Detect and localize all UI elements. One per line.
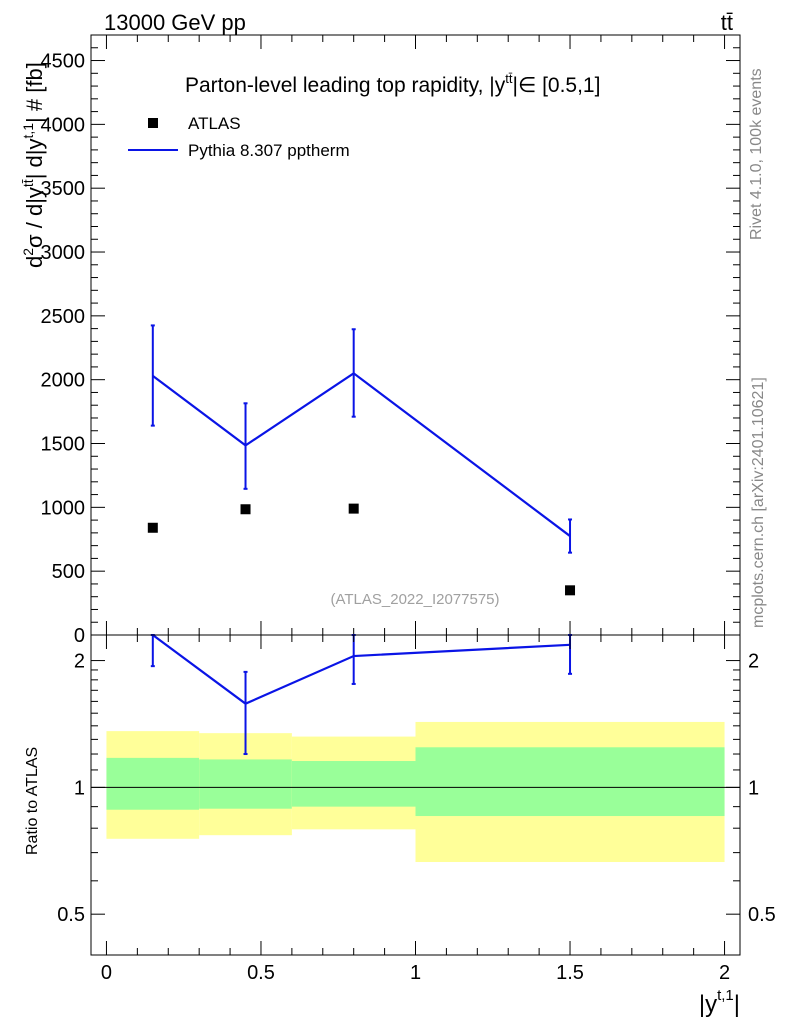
main-panel: 0 500 1000 1500 2000 2500 3000 3500 4000 4500 Par…: [20, 34, 741, 647]
ylabel-d: d: [22, 256, 47, 268]
legend-atlas-marker: [148, 118, 158, 128]
ratio-xtick-label: 0: [101, 962, 112, 984]
ylabel-mid1: σ / d|y: [22, 187, 47, 248]
legend-atlas-label: ATLAS: [188, 114, 241, 133]
xlabel-open: |y: [699, 991, 717, 1018]
ratio-ytick-label: 0.5: [57, 904, 85, 926]
ylabel-tail: | # [fb]: [22, 62, 47, 123]
ylabel-sup-t1: t,1: [20, 123, 36, 139]
ratio-ytick-label-right: 1: [748, 777, 759, 799]
process-label: tt̄: [721, 10, 733, 35]
main-ytick-label: 2000: [41, 370, 86, 392]
main-ytick-label: 3000: [41, 242, 86, 264]
ratio-ytick-label: 1: [74, 777, 85, 799]
ratio-ytick-label-right: 2: [748, 651, 759, 673]
analysis-watermark: (ATLAS_2022_I2077575): [330, 591, 499, 608]
main-y-axis-label: d2σ / d|ytt̄| d|yt,1| # [fb]: [20, 62, 47, 268]
legend: ATLAS Pythia 8.307 pptherm: [128, 114, 350, 160]
ylabel-mid2: | d|y: [22, 139, 47, 180]
main-data-layer: [147, 324, 576, 596]
main-ytick-label: 3500: [41, 178, 86, 200]
ratio-xtick-label: 1.5: [556, 962, 584, 984]
main-title: Parton-level leading top rapidity, |ytt̄…: [185, 71, 600, 97]
ratio-xtick-label: 1: [410, 962, 421, 984]
main-title-tail: |∈ [0.5,1]: [512, 74, 600, 97]
atlas-data-point: [348, 503, 359, 514]
rivet-version-label: Rivet 4.1.0, 100k events: [748, 68, 765, 240]
main-ytick-label: 2500: [41, 306, 86, 328]
main-ytick-label: 4500: [41, 51, 86, 73]
energy-label: 13000 GeV pp: [104, 10, 246, 35]
ratio-uncertainty-band-inner: [291, 761, 416, 807]
pythia-line: [152, 371, 571, 537]
ratio-y-axis-label: Ratio to ATLAS: [24, 747, 41, 855]
main-ytick-label: 4000: [41, 114, 86, 136]
ratio-axis-ticks: 0.5 0.5 1 1 2 2 0 0.5 1 1.5 2: [57, 635, 776, 984]
ylabel-sup2: 2: [20, 248, 36, 256]
ylabel-sup-tt: tt̄: [20, 179, 36, 187]
ratio-uncertainty-band-inner: [106, 757, 200, 810]
main-ytick-label: 500: [52, 561, 85, 583]
main-title-text: Parton-level leading top rapidity, |y: [185, 74, 506, 97]
ratio-ytick-label-right: 0.5: [748, 904, 776, 926]
xlabel-close: |: [734, 991, 740, 1018]
main-ytick-label: 0: [74, 625, 85, 647]
ratio-xtick-label: 0.5: [247, 962, 275, 984]
atlas-data-point: [565, 585, 576, 596]
main-axis-ticks: 0 500 1000 1500 2000 2500 3000 3500 4000 4500: [41, 35, 740, 647]
ratio-uncertainty-band-inner: [199, 759, 292, 809]
mcplots-label: mcplots.cern.ch [arXiv:2401.10621]: [750, 377, 767, 628]
xlabel-sup: t,1: [717, 987, 734, 1004]
ratio-pythia-line: [152, 634, 571, 705]
ratio-uncertainty-band-inner: [415, 747, 725, 817]
atlas-data-point: [240, 504, 251, 515]
legend-pythia-label: Pythia 8.307 pptherm: [188, 141, 350, 160]
ratio-ytick-label: 2: [74, 651, 85, 673]
atlas-data-point: [147, 522, 158, 533]
main-ytick-label: 1000: [41, 497, 86, 519]
main-ytick-label: 1500: [41, 434, 86, 456]
x-axis-label: |yt,1|: [699, 987, 740, 1018]
ratio-xtick-label: 2: [719, 962, 730, 984]
main-title-sup: tt̄: [505, 71, 513, 86]
ratio-panel: 0.5 0.5 1 1 2 2 0 0.5 1 1.5 2 Ratio to ATLAS: [24, 634, 776, 984]
ratio-data-layer: [91, 634, 740, 863]
